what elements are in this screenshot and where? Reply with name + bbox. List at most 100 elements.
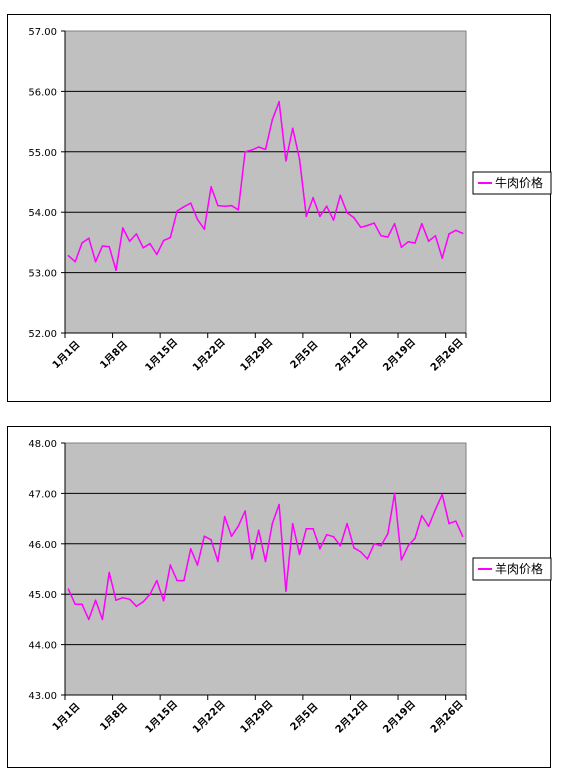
y-tick-label: 56.00 [28,87,57,98]
data-point [455,229,457,232]
data-point [128,598,131,601]
data-point [387,532,389,535]
data-point [237,208,240,211]
data-point [196,218,199,221]
data-point [162,599,165,602]
data-point [135,233,138,235]
x-tick-label: 1月15日 [143,336,180,373]
x-tick-label: 2月26日 [428,698,465,735]
data-point [427,240,430,242]
data-point [67,588,70,590]
data-point [87,237,90,239]
data-point [339,194,342,197]
lamb-price-chart-svg: 43.00 44.00 45.00 46.00 47.00 48.00 1月1日 1月8日 1月… [28,439,552,736]
data-point [135,605,138,608]
data-point [237,525,240,527]
y-tick-label: 44.00 [28,641,57,652]
data-point [312,527,314,530]
data-point [278,503,280,506]
data-point [366,558,369,560]
data-point [427,525,430,527]
data-point [298,553,301,556]
data-point [189,548,192,550]
data-point [183,579,185,582]
data-point [366,224,369,227]
data-point [373,543,376,545]
data-point [115,599,117,602]
data-point [359,551,362,553]
legend-label: 羊肉价格 [495,561,543,576]
data-point [244,510,246,512]
data-point [421,222,423,225]
data-point [101,618,104,621]
y-tick-label: 43.00 [28,691,57,702]
x-tick-label: 1月29日 [238,698,275,735]
data-point [312,196,314,199]
x-tick-label: 1月1日 [50,339,82,371]
data-point [441,493,444,496]
y-tick-label: 55.00 [28,148,57,159]
data-point [210,186,212,188]
data-point [155,579,158,582]
legend-box [472,171,552,195]
data-point [251,149,253,151]
x-tick-label: 2月5日 [288,701,320,733]
data-point [257,529,260,531]
data-point [305,215,308,218]
data-point [319,548,321,550]
data-point [142,247,144,249]
data-point [81,603,83,606]
y-tick-label: 53.00 [28,269,57,280]
data-point [128,240,131,242]
data-point [115,269,117,271]
x-tick-label: 2月19日 [381,698,418,735]
data-point [291,127,294,130]
x-tick-label: 1月8日 [98,701,130,733]
x-tick-label: 2月26日 [428,336,465,373]
plot-area [64,30,467,334]
y-tick-label: 52.00 [28,329,57,340]
data-point [230,535,233,538]
data-point [407,545,410,547]
data-point [387,236,389,238]
data-point [223,515,226,518]
data-point [359,226,362,229]
data-point [108,571,110,574]
data-point [400,246,403,249]
data-point [455,520,457,522]
data-point [203,535,206,538]
data-point [169,236,172,239]
data-point [373,222,376,224]
x-tick-label: 2月12日 [333,698,370,735]
data-point [217,560,219,563]
data-point [94,599,97,602]
data-point [393,222,396,225]
y-tick-label: 54.00 [28,208,57,219]
data-point [183,205,185,208]
data-point [162,239,165,242]
data-point [81,242,83,244]
data-point [305,527,308,530]
data-point [121,596,124,599]
data-point [142,600,144,603]
data-point [87,618,90,621]
data-point [461,232,464,235]
beef-price-chart: 52.00 53.00 54.00 55.00 56.00 57.00 1月1日 1月8日 1月… [7,14,552,402]
data-point [325,533,328,536]
data-point [448,522,450,525]
data-point [257,146,260,148]
data-point [353,547,355,549]
data-point [67,254,70,257]
data-point [74,260,76,263]
x-tick-label: 2月5日 [288,339,320,371]
data-point [332,535,335,538]
y-tick-label: 47.00 [28,489,57,500]
data-point [169,564,172,566]
data-point [298,158,301,160]
data-point [346,522,348,525]
data-point [264,148,267,151]
data-point [176,210,178,212]
data-point [353,216,355,219]
data-point [407,240,410,243]
y-tick-label: 46.00 [28,540,57,551]
